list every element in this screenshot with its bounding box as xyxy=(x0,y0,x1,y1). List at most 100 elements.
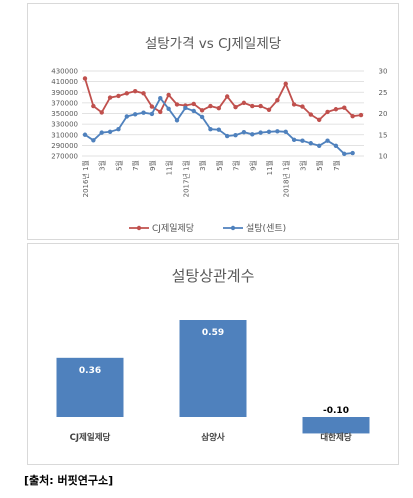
data-point-cj xyxy=(275,98,280,103)
source-note: [출처: 버핏연구소] xyxy=(24,474,114,487)
data-point-cj xyxy=(333,107,339,112)
x-tick-label: 2017년 1월 xyxy=(181,160,190,197)
x-tick-label: 11월 xyxy=(265,160,274,175)
bar xyxy=(179,320,247,417)
data-point-sugar xyxy=(333,143,339,148)
x-tick-label: 5월 xyxy=(114,160,123,171)
y-right-tick-label: 15 xyxy=(379,131,388,139)
data-point-sugar xyxy=(82,132,88,137)
y-right-tick-label: 25 xyxy=(379,89,388,97)
data-point-sugar xyxy=(291,137,297,143)
line-chart: 설탕가격 vs CJ제일제당 270000 290000 310000 330000 35… xyxy=(51,36,388,234)
line-chart-panel: 설탕가격 vs CJ제일제당 270000 290000 310000 330000 35… xyxy=(27,3,399,240)
y-right-tick-label: 30 xyxy=(379,68,388,76)
data-point-cj xyxy=(266,107,272,112)
data-point-cj xyxy=(99,110,104,115)
data-point-cj xyxy=(199,108,205,113)
data-point-sugar xyxy=(158,96,163,101)
bar-chart-panel: 설탕상관계수 0.36 CJ제일제당 0.59 삼양사 -0.10 대한제당 xyxy=(27,243,399,465)
data-point-cj xyxy=(233,104,238,110)
x-tick-label: 3월 xyxy=(98,160,107,171)
x-tick-label: 9월 xyxy=(248,160,257,171)
data-point-cj xyxy=(300,104,305,109)
x-tick-label: 5월 xyxy=(215,160,224,171)
data-point-cj xyxy=(250,103,255,109)
data-point-cj xyxy=(325,109,330,115)
data-point-cj xyxy=(350,113,355,119)
data-point-cj xyxy=(82,76,88,81)
data-point-sugar xyxy=(174,118,180,123)
data-point-cj xyxy=(208,103,213,109)
data-point-sugar xyxy=(266,129,272,134)
x-tick-label: 11월 xyxy=(165,160,174,175)
y-left-tick-label: 330000 xyxy=(51,121,78,129)
data-point-sugar xyxy=(199,114,205,120)
x-tick-label: 5월 xyxy=(315,160,324,171)
x-tick-label: 2018년 1월 xyxy=(282,160,291,197)
data-point-sugar xyxy=(149,111,155,117)
data-point-sugar xyxy=(300,138,305,143)
data-point-sugar xyxy=(342,151,347,157)
data-point-cj xyxy=(241,100,247,106)
bar-value-label: -0.10 xyxy=(323,406,349,416)
legend-label-sugar: 설탕(센트) xyxy=(246,223,286,234)
data-point-sugar xyxy=(132,112,138,117)
category-label: 삼양사 xyxy=(201,432,225,443)
y-right-tick-label: 10 xyxy=(379,153,388,161)
data-point-cj xyxy=(91,103,96,109)
x-tick-label: 7월 xyxy=(232,160,241,171)
x-tick-label: 7월 xyxy=(131,160,140,171)
data-point-cj xyxy=(216,105,222,111)
data-point-sugar xyxy=(350,150,355,156)
y-right-tick-label: 20 xyxy=(379,110,388,118)
data-point-cj xyxy=(141,91,146,96)
x-tick-label: 3월 xyxy=(198,160,207,171)
data-point-cj xyxy=(358,112,364,118)
data-point-sugar xyxy=(316,143,322,148)
x-tick-label: 9월 xyxy=(148,160,157,171)
series-line-cj xyxy=(84,78,362,122)
data-point-sugar xyxy=(116,127,121,132)
data-point-cj xyxy=(149,104,155,109)
data-point-cj xyxy=(166,92,171,98)
bar-value-label: 0.36 xyxy=(79,366,101,376)
data-point-sugar xyxy=(99,130,104,135)
bar xyxy=(302,417,370,434)
data-point-sugar xyxy=(224,133,230,139)
data-point-sugar xyxy=(141,110,146,115)
x-tick-label: 2016년 1월 xyxy=(81,160,90,197)
data-point-sugar xyxy=(166,106,171,112)
x-tick-label: 7월 xyxy=(332,160,341,171)
data-point-cj xyxy=(191,101,196,107)
bar xyxy=(56,357,124,417)
y-left-tick-label: 290000 xyxy=(51,142,78,150)
data-point-cj xyxy=(224,94,230,99)
data-point-cj xyxy=(308,112,314,117)
data-point-cj xyxy=(124,91,130,96)
data-point-sugar xyxy=(241,130,247,135)
data-point-sugar xyxy=(124,114,130,119)
x-tick-label: 3월 xyxy=(298,160,307,171)
y-left-tick-label: 390000 xyxy=(51,89,78,97)
legend-marker-cj xyxy=(136,225,142,231)
data-point-sugar xyxy=(183,105,188,111)
data-point-cj xyxy=(132,88,138,94)
data-point-cj xyxy=(258,103,263,109)
category-label: CJ제일제당 xyxy=(70,432,111,443)
legend-marker-sugar xyxy=(230,225,236,231)
data-point-sugar xyxy=(191,108,196,114)
data-point-sugar xyxy=(275,129,280,134)
data-point-sugar xyxy=(91,138,96,143)
bar-value-label: 0.59 xyxy=(202,328,224,338)
data-point-sugar xyxy=(308,141,314,146)
category-label: 대한제당 xyxy=(320,432,351,443)
data-point-cj xyxy=(342,105,347,110)
bar-chart: 설탕상관계수 0.36 CJ제일제당 0.59 삼양사 -0.10 대한제당 xyxy=(56,267,370,443)
data-point-sugar xyxy=(216,127,222,132)
data-point-sugar xyxy=(208,127,213,132)
data-point-cj xyxy=(158,109,163,115)
legend-label-cj: CJ제일제당 xyxy=(152,223,194,234)
data-point-cj xyxy=(283,81,288,86)
y-left-tick-label: 410000 xyxy=(51,78,78,86)
y-left-tick-label: 370000 xyxy=(51,99,78,107)
